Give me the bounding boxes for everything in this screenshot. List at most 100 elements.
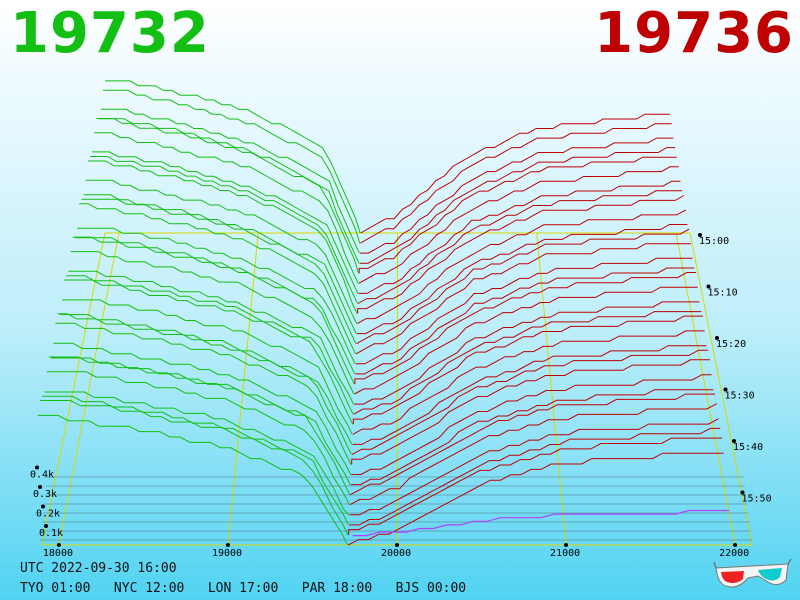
bid-depth-line — [44, 391, 350, 516]
x-tick-label: 21000 — [550, 548, 580, 559]
bid-depth-line — [59, 314, 353, 445]
bid-depth-line — [96, 118, 360, 274]
ask-depth-line — [357, 190, 683, 304]
ask-depth-line — [358, 166, 679, 284]
current-ask-line — [352, 509, 730, 537]
y-tick-mark — [41, 504, 45, 509]
utc-time: UTC 2022-09-30 16:00 — [20, 561, 177, 576]
axis-labels: 18000 19000 20000 21000 22000 0.1k 0.2k 0.3k 0.4… — [30, 233, 772, 559]
bid-depth-line — [46, 371, 350, 505]
grid-line — [227, 232, 259, 546]
ask-depth-line — [354, 272, 697, 384]
bid-depth-line — [70, 251, 355, 395]
bid-depth-line — [90, 156, 358, 304]
bid-depth-line — [53, 342, 352, 475]
bid-depth-line — [40, 400, 349, 536]
ask-depth-line — [351, 359, 710, 465]
bid-depth-line — [61, 299, 353, 435]
y-tick-label: 0.1k — [39, 528, 63, 539]
ask-depth-line — [360, 113, 670, 234]
x-tick-label: 22000 — [719, 548, 749, 559]
chart-grid — [40, 232, 753, 546]
ask-depth-line — [350, 393, 715, 496]
ask-depth-line — [356, 224, 688, 335]
bid-depth-lines — [37, 80, 361, 546]
bid-depth-line — [68, 270, 354, 405]
x-tick-mark — [564, 543, 569, 547]
bid-depth-line — [74, 237, 356, 375]
time-tick-label: 15:10 — [708, 288, 738, 299]
bid-depth-line — [81, 198, 357, 344]
grid-frame — [41, 232, 753, 546]
ask-depth-line — [360, 137, 674, 254]
bid-depth-line — [79, 203, 356, 355]
bid-depth-line — [48, 356, 351, 495]
time-tick-mark — [698, 233, 702, 237]
3d-glasses-icon[interactable] — [712, 558, 792, 594]
y-tick-label: 0.2k — [36, 509, 60, 520]
ask-depth-line — [357, 195, 685, 314]
ask-depth-line — [348, 437, 722, 535]
y-tick-mark — [38, 485, 42, 489]
ask-depth-line — [349, 418, 719, 516]
ask-depth-line — [356, 228, 690, 345]
ask-depth-line — [355, 243, 691, 355]
bid-depth-line — [100, 108, 360, 254]
bid-depth-line — [94, 132, 359, 284]
ask-depth-line — [351, 349, 709, 455]
time-tick-label: 15:50 — [742, 494, 772, 505]
time-tick-label: 15:30 — [725, 391, 755, 402]
y-tick-label: 0.4k — [30, 470, 54, 481]
ask-depth-line — [355, 267, 695, 375]
time-tick-label: 15:00 — [699, 236, 729, 247]
y-tick-label: 0.3k — [33, 489, 57, 500]
bid-depth-line — [66, 275, 354, 415]
ask-depth-line — [350, 389, 714, 486]
x-tick-mark — [56, 543, 61, 547]
bid-depth-line — [72, 236, 355, 385]
ask-price: 19736 — [594, 1, 794, 66]
time-tick-label: 15:40 — [733, 442, 763, 453]
ask-depth-lines — [348, 113, 730, 546]
bid-depth-line — [57, 313, 352, 455]
bid-depth-line — [77, 227, 356, 365]
ask-depth-line — [354, 286, 698, 395]
bid-depth-line — [64, 279, 354, 425]
ask-depth-line — [355, 257, 693, 365]
bid-depth-line — [102, 89, 361, 244]
time-tick-mark — [740, 490, 745, 495]
ask-depth-line — [357, 209, 686, 325]
grid-line — [536, 232, 567, 546]
grid-line — [396, 232, 398, 546]
time-tick-mark — [715, 336, 719, 340]
ask-depth-line — [352, 330, 705, 435]
time-tick-mark — [706, 284, 711, 289]
grid-line — [675, 232, 736, 546]
ask-depth-line — [359, 147, 676, 264]
time-tick-mark — [732, 439, 736, 443]
time-tick-label: 15:20 — [716, 339, 746, 350]
bid-price: 19732 — [10, 1, 210, 66]
ask-depth-line — [352, 315, 703, 425]
time-tick-mark — [723, 387, 728, 392]
ask-depth-line — [348, 452, 724, 546]
y-tick-mark — [35, 465, 39, 470]
world-clocks: TYO 01:00 NYC 12:00 LON 17:00 PAR 18:00 … — [20, 581, 467, 596]
bid-depth-line — [87, 160, 358, 314]
ask-depth-line — [360, 123, 672, 244]
x-tick-label: 20000 — [381, 548, 411, 559]
ask-depth-line — [352, 345, 707, 445]
bid-depth-line — [92, 151, 359, 294]
x-tick-label: 18000 — [43, 548, 73, 559]
x-tick-mark — [225, 543, 230, 547]
ask-depth-line — [358, 156, 677, 274]
ask-depth-line — [349, 427, 721, 526]
bid-depth-line — [85, 179, 358, 324]
bid-depth-line — [37, 414, 349, 546]
ask-depth-line — [358, 180, 681, 294]
ask-depth-line — [349, 403, 718, 506]
bid-depth-line — [42, 395, 349, 526]
bid-depth-line — [105, 80, 361, 234]
x-tick-mark — [733, 543, 738, 547]
